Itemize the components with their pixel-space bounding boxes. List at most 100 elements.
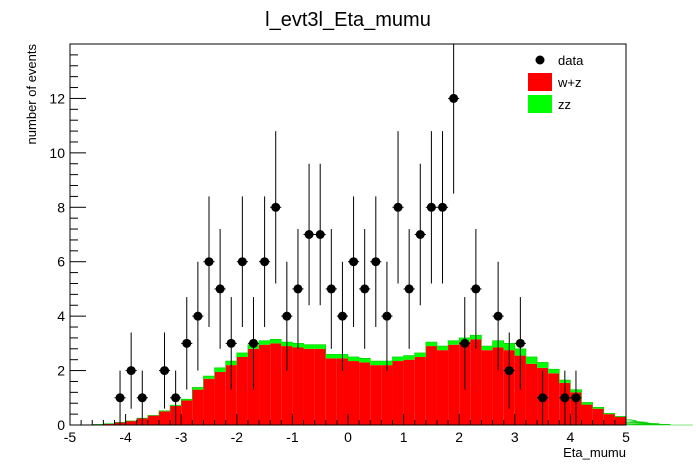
hist-bar-zz: [581, 402, 593, 405]
data-point: [371, 257, 381, 267]
data-point: [248, 338, 258, 348]
data-point: [304, 230, 314, 239]
data-point: [515, 338, 525, 348]
data-point: [449, 93, 459, 103]
hist-bar-zz: [548, 369, 560, 374]
hist-bar-w-z: [259, 344, 271, 425]
x-tick-label: -1: [286, 429, 299, 445]
data-point: [271, 202, 281, 212]
hist-bar-w-z: [436, 350, 449, 425]
hist-bar-w-z: [325, 358, 337, 425]
data-point: [393, 202, 403, 212]
data-points: [114, 44, 582, 425]
hist-bar-zz: [592, 407, 604, 409]
data-point: [293, 284, 303, 294]
legend-data-marker: [535, 55, 545, 65]
hist-bar-w-z: [370, 365, 382, 425]
data-point: [571, 393, 581, 403]
data-point: [326, 284, 336, 294]
y-tick-label: 10: [49, 145, 65, 161]
y-tick-label: 8: [57, 199, 65, 215]
hist-bar-zz: [259, 340, 271, 345]
hist-bar-w-z: [147, 415, 159, 425]
hist-bar-zz: [370, 361, 382, 366]
hist-bar-w-z: [381, 365, 393, 425]
hist-bar-w-z: [314, 348, 326, 425]
data-point: [126, 366, 136, 376]
x-tick-label: 0: [344, 429, 352, 445]
hist-bar-zz: [203, 376, 215, 379]
data-point: [337, 311, 347, 321]
hist-bar-w-z: [603, 414, 615, 425]
hist-bar-w-z: [403, 359, 415, 425]
hist-bar-zz: [303, 344, 315, 349]
data-point: [438, 202, 448, 212]
x-tick-label: 3: [511, 429, 519, 445]
y-tick-label: 2: [57, 363, 65, 379]
data-point: [282, 311, 292, 321]
hist-bar-w-z: [158, 411, 171, 425]
hist-bar-w-z: [181, 400, 193, 425]
legend-swatch-zz: [528, 95, 552, 113]
hist-bar-zz: [603, 413, 615, 415]
data-point: [504, 366, 514, 376]
hist-bar-zz: [448, 340, 460, 345]
data-point: [471, 284, 481, 294]
data-point: [160, 366, 170, 376]
data-point: [560, 393, 570, 403]
x-tick-label: 2: [455, 429, 463, 445]
chart-title: l_evt3l_Eta_mumu: [265, 9, 431, 31]
x-tick-label: 1: [400, 429, 408, 445]
hist-bar-w-z: [192, 389, 204, 425]
hist-bar-w-z: [292, 347, 304, 425]
hist-bar-zz: [392, 356, 404, 362]
hist-bar-w-z: [525, 363, 538, 425]
hist-bar-zz: [481, 346, 493, 351]
x-tick-label: -4: [119, 429, 132, 445]
hist-bar-w-z: [592, 408, 604, 425]
hist-bar-zz: [436, 346, 449, 351]
hist-bar-zz: [348, 356, 360, 362]
data-point: [237, 257, 247, 267]
data-point: [538, 393, 548, 403]
y-tick-label: 4: [57, 308, 65, 324]
hist-bar-w-z: [225, 365, 237, 425]
data-point: [226, 338, 236, 348]
y-tick-label: 6: [57, 254, 65, 270]
hist-bar-w-z: [125, 420, 137, 425]
x-tick-label: 5: [622, 429, 630, 445]
x-tick-label: -3: [175, 429, 188, 445]
y-tick-label: 0: [57, 417, 65, 433]
hist-bar-w-z: [103, 423, 115, 425]
y-axis-label: number of events: [24, 44, 39, 145]
hist-bar-zz: [359, 358, 371, 363]
hist-bar-w-z: [470, 339, 482, 425]
hist-bar-zz: [403, 355, 415, 360]
hist-bar-zz: [314, 344, 326, 349]
hist-bar-w-z: [203, 378, 215, 425]
legend-swatch-w-z: [528, 73, 552, 91]
data-point: [493, 311, 503, 321]
data-point: [182, 338, 192, 348]
x-tick-label: -5: [64, 429, 77, 445]
data-point: [360, 284, 370, 294]
x-tick-label: -2: [231, 429, 244, 445]
data-point: [382, 311, 392, 321]
hist-bar-w-z: [581, 404, 593, 425]
hist-bar-zz: [236, 352, 248, 357]
hist-bar-zz: [270, 339, 282, 344]
hist-bar-w-z: [336, 358, 348, 425]
data-point: [415, 230, 425, 239]
hist-bar-w-z: [270, 343, 282, 425]
hist-bar-w-z: [448, 344, 460, 425]
data-point: [137, 393, 147, 403]
hist-bar-w-z: [303, 348, 315, 425]
hist-bar-w-z: [236, 356, 248, 425]
data-point: [315, 230, 325, 239]
data-point: [260, 257, 270, 267]
data-point: [171, 393, 181, 403]
hist-bar-zz: [192, 387, 204, 390]
hist-bar-w-z: [614, 416, 626, 425]
